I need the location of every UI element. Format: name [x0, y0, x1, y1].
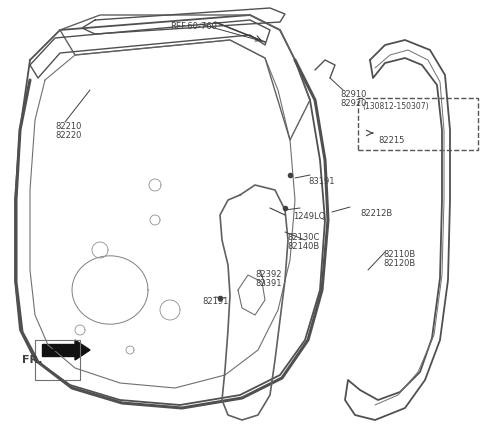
Text: 82212B: 82212B [360, 209, 392, 218]
FancyBboxPatch shape [358, 98, 478, 150]
Text: 82140B: 82140B [287, 242, 319, 251]
Text: (130812-150307): (130812-150307) [362, 102, 429, 111]
Text: 82391: 82391 [255, 279, 281, 288]
Text: 82130C: 82130C [287, 233, 319, 242]
Text: 82220: 82220 [55, 131, 82, 140]
Text: 82215: 82215 [378, 136, 404, 145]
Polygon shape [42, 344, 75, 356]
Text: 82210: 82210 [55, 122, 82, 131]
Text: 82920: 82920 [340, 99, 366, 108]
Text: 82392: 82392 [255, 270, 281, 279]
Text: 82110B: 82110B [383, 250, 415, 259]
Text: 82910: 82910 [340, 90, 366, 99]
Text: FR.: FR. [22, 355, 43, 365]
Polygon shape [75, 340, 90, 360]
Text: 83191: 83191 [308, 177, 335, 186]
Text: 1249LQ: 1249LQ [293, 212, 325, 221]
Text: 82191: 82191 [202, 297, 228, 306]
Text: 82120B: 82120B [383, 259, 415, 268]
Text: REF.60-760: REF.60-760 [170, 22, 217, 31]
